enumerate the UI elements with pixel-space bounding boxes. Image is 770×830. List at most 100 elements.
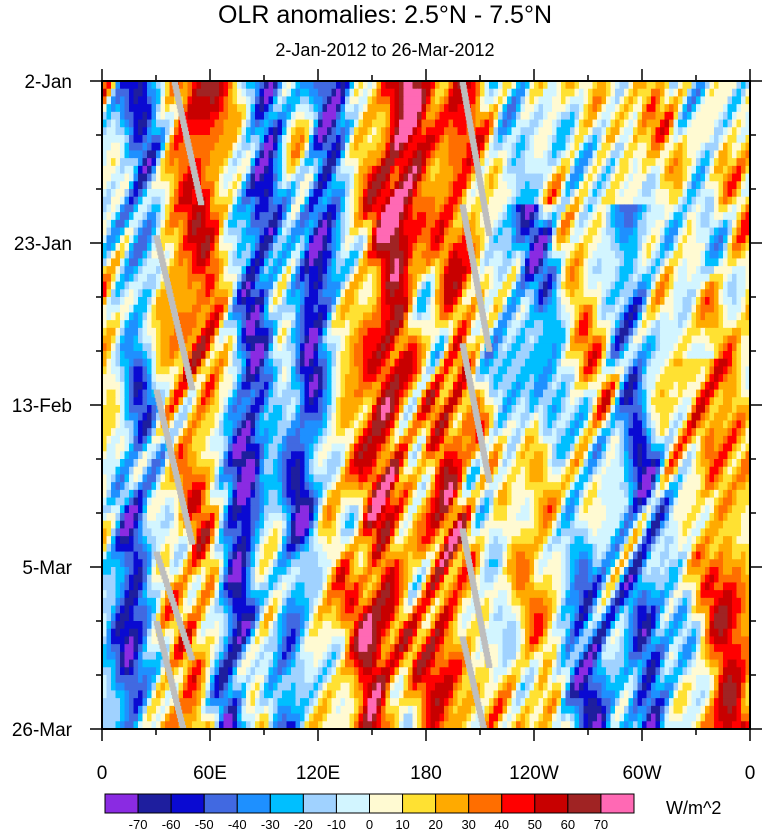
field-cell <box>309 189 315 198</box>
field-cell <box>394 158 400 167</box>
field-cell <box>502 119 508 128</box>
field-cell <box>561 250 567 260</box>
field-cell <box>538 343 544 352</box>
field-cell <box>160 212 166 221</box>
field-cell <box>520 88 526 98</box>
field-cell <box>655 258 661 267</box>
field-cell <box>489 173 495 182</box>
field-cell <box>201 289 207 298</box>
field-cell <box>385 204 391 213</box>
field-cell <box>682 81 688 90</box>
field-cell <box>390 181 396 190</box>
field-cell <box>129 320 135 329</box>
field-cell <box>664 142 670 152</box>
field-cell <box>678 142 684 152</box>
field-cell <box>691 335 697 344</box>
field-cell <box>282 250 288 260</box>
field-cell <box>165 158 171 167</box>
field-cell <box>534 81 540 90</box>
field-cell <box>300 297 306 306</box>
field-cell <box>516 212 522 221</box>
field-cell <box>498 181 504 190</box>
field-cell <box>115 135 121 144</box>
field-cell <box>660 250 666 260</box>
field-cell <box>363 266 369 275</box>
field-cell <box>309 219 315 229</box>
field-cell <box>399 142 405 152</box>
field-cell <box>529 119 535 128</box>
field-cell <box>250 289 256 298</box>
field-cell <box>574 88 580 98</box>
field-cell <box>138 343 144 352</box>
field-cell <box>273 297 279 306</box>
field-cell <box>390 96 396 105</box>
field-cell <box>547 250 553 260</box>
field-cell <box>165 119 171 128</box>
field-cell <box>273 250 279 260</box>
field-cell <box>115 142 121 152</box>
field-cell <box>646 335 652 344</box>
field-cell <box>340 88 346 98</box>
field-cell <box>678 219 684 229</box>
field-cell <box>597 335 603 344</box>
field-cell <box>291 250 297 260</box>
field-cell <box>678 96 684 105</box>
field-cell <box>376 165 382 175</box>
field-cell <box>142 243 148 252</box>
field-cell <box>223 111 229 121</box>
field-cell <box>597 81 603 90</box>
field-cell <box>192 219 198 229</box>
field-cell <box>606 312 612 321</box>
field-cell <box>741 227 747 236</box>
field-cell <box>498 219 504 229</box>
field-cell <box>682 173 688 182</box>
field-cell <box>183 88 189 98</box>
field-cell <box>295 142 301 152</box>
field-cell <box>610 96 616 105</box>
field-cell <box>660 212 666 221</box>
field-cell <box>106 127 112 136</box>
field-cell <box>462 289 468 298</box>
field-cell <box>538 196 544 206</box>
field-cell <box>408 258 414 267</box>
field-cell <box>133 181 139 190</box>
field-cell <box>592 88 598 98</box>
field-cell <box>412 289 418 298</box>
field-cell <box>615 189 621 198</box>
field-cell <box>120 343 126 352</box>
field-cell <box>489 104 495 113</box>
field-cell <box>588 235 594 244</box>
field-cell <box>372 219 378 229</box>
field-cell <box>516 150 522 159</box>
field-cell <box>714 204 720 213</box>
field-cell <box>228 135 234 144</box>
field-cell <box>300 335 306 344</box>
field-cell <box>430 281 436 290</box>
field-cell <box>642 289 648 298</box>
field-cell <box>601 235 607 244</box>
field-cell <box>592 297 598 306</box>
field-cell <box>327 165 333 175</box>
field-cell <box>705 119 711 128</box>
field-cell <box>390 266 396 275</box>
field-cell <box>210 312 216 321</box>
field-cell <box>102 219 108 229</box>
field-cell <box>403 165 409 175</box>
field-cell <box>637 235 643 244</box>
field-cell <box>187 165 193 175</box>
field-cell <box>250 343 256 352</box>
field-cell <box>255 196 261 206</box>
field-cell <box>106 111 112 121</box>
field-cell <box>349 297 355 306</box>
field-cell <box>673 196 679 206</box>
field-cell <box>282 196 288 206</box>
field-cell <box>151 142 157 152</box>
field-cell <box>534 312 540 321</box>
field-cell <box>597 127 603 136</box>
field-cell <box>412 165 418 175</box>
field-cell <box>745 266 751 275</box>
field-cell <box>115 150 121 159</box>
field-cell <box>318 266 324 275</box>
field-cell <box>723 320 729 329</box>
field-cell <box>655 312 661 321</box>
